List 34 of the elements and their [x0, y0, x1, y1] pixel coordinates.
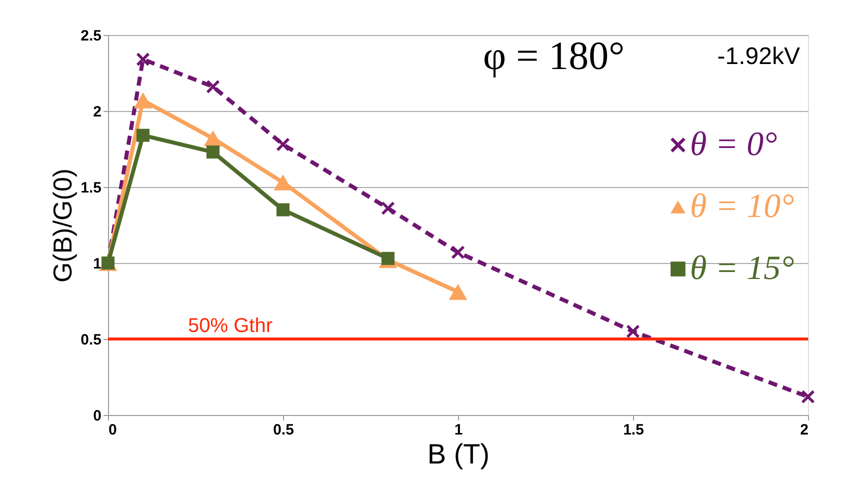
legend-label: θ = 0°: [690, 126, 778, 163]
point: [801, 390, 815, 404]
point: [206, 80, 220, 94]
point: [276, 138, 290, 151]
point: [274, 174, 292, 190]
annotation: φ = 180°: [483, 33, 625, 78]
point: [136, 52, 150, 66]
point: [134, 92, 152, 108]
x-tick-label: 0.5: [273, 422, 294, 438]
x-tick-label: 1.5: [623, 422, 644, 438]
y-tick-label: 1.5: [80, 180, 102, 196]
legend-label: θ = 15°: [690, 250, 795, 287]
y-tick-label: 0.5: [80, 332, 102, 348]
y-tick-label: 2: [93, 104, 102, 120]
point: [626, 324, 640, 338]
x-tick-label: 1: [454, 422, 463, 438]
point: [448, 284, 468, 300]
x-tick-label: 0: [108, 422, 117, 438]
point: [136, 128, 150, 142]
point: [381, 202, 395, 215]
x-tick-label: 2: [800, 422, 808, 438]
y-tick-label: 2.5: [80, 28, 102, 44]
ref-line-label: 50% Gthr: [188, 315, 273, 337]
point: [276, 203, 290, 216]
y-tick-label: 1: [93, 256, 102, 272]
y-tick-label: 0: [93, 408, 102, 424]
point: [451, 246, 465, 259]
point: [204, 130, 222, 146]
x-axis-title: B (T): [427, 438, 490, 470]
annotation: -1.92kV: [717, 43, 800, 70]
y-axis-title: G(B)/G(0): [48, 168, 78, 283]
point: [206, 146, 220, 159]
point: [381, 252, 395, 265]
legend-label: θ = 10°: [690, 188, 795, 225]
